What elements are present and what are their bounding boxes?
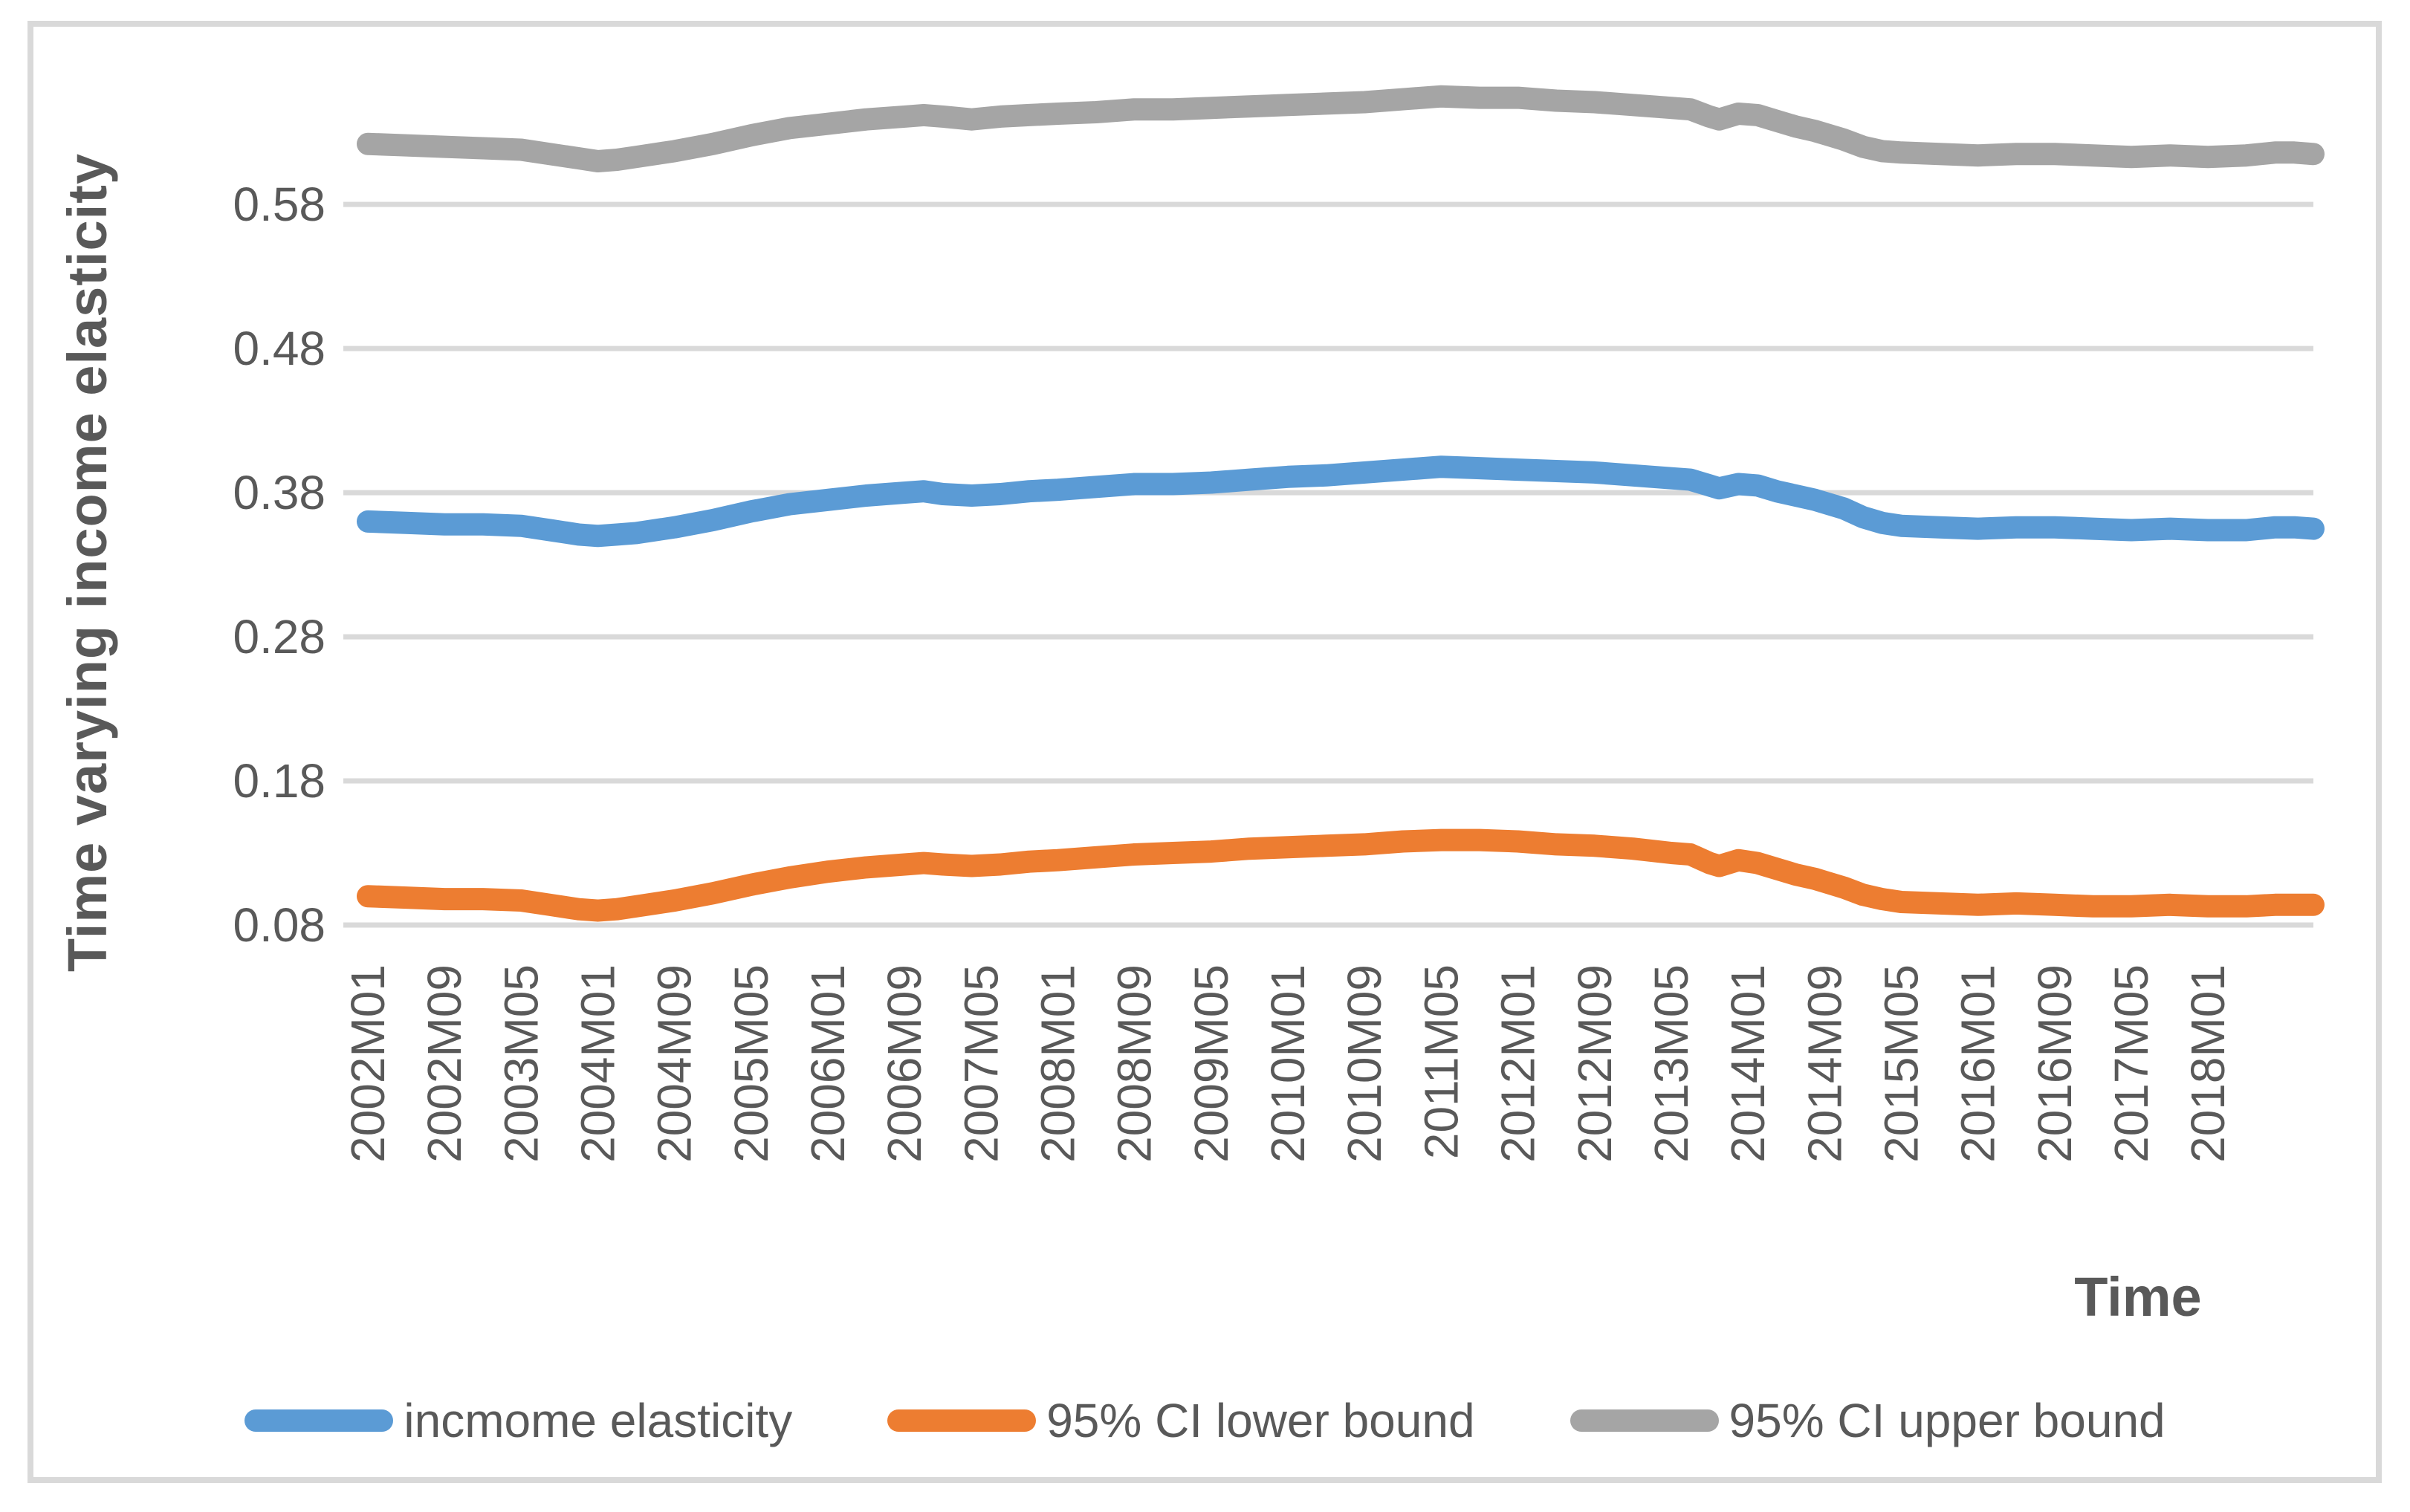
x-tick-label: 2018M01	[2181, 964, 2235, 1163]
series-line-2	[357, 85, 2325, 172]
x-tick-label: 2007M05	[954, 964, 1008, 1163]
ci-lower-swatch-icon	[887, 1409, 1037, 1432]
legend-item-ci-upper: 95% CI upper bound	[1570, 1393, 2166, 1448]
x-axis-title: Time	[2074, 1266, 2202, 1328]
y-axis-title: Time varying income elasticity	[56, 152, 118, 973]
x-tick-label: 2012M09	[1568, 964, 1622, 1163]
x-tick-label: 2008M09	[1108, 964, 1162, 1163]
chart-frame	[27, 21, 2382, 1483]
income-elasticity-swatch-icon	[244, 1409, 394, 1432]
x-tick-label: 2014M09	[1798, 964, 1851, 1163]
x-tick-label: 2004M09	[648, 964, 702, 1163]
legend-item-ci-lower: 95% CI lower bound	[887, 1393, 1475, 1448]
y-tick-label: 0.58	[233, 178, 325, 231]
x-tick-label: 2002M09	[418, 964, 471, 1163]
x-tick-label: 2006M09	[878, 964, 931, 1163]
x-tick-label: 2011M05	[1414, 964, 1468, 1159]
x-tick-label: 2013M05	[1645, 964, 1698, 1163]
x-tick-label: 2006M01	[801, 964, 855, 1163]
legend-label: 95% CI lower bound	[1046, 1394, 1475, 1447]
series-line-1	[357, 828, 2325, 922]
x-tick-label: 2015M05	[1874, 964, 1928, 1163]
x-tick-label: 2002M01	[341, 964, 395, 1163]
y-tick-label: 0.08	[233, 898, 325, 952]
legend-label: incmome elasticity	[404, 1394, 793, 1447]
x-tick-label: 2010M09	[1338, 964, 1391, 1163]
legend: incmome elasticity 95% CI lower bound 95…	[0, 1383, 2410, 1458]
x-tick-label: 2003M05	[494, 964, 548, 1163]
x-tick-label: 2008M01	[1031, 964, 1085, 1163]
x-tick-label: 2005M05	[725, 964, 778, 1163]
ci-upper-swatch-icon	[1570, 1409, 1719, 1432]
x-tick-label: 2016M01	[1951, 964, 2005, 1163]
y-tick-label: 0.28	[233, 610, 325, 663]
legend-item-income-elasticity: incmome elasticity	[244, 1393, 792, 1448]
x-tick-label: 2009M05	[1185, 964, 1238, 1163]
x-tick-label: 2004M01	[571, 964, 625, 1163]
y-tick-label: 0.18	[233, 754, 325, 808]
y-tick-label: 0.48	[233, 322, 325, 375]
x-tick-label: 2012M01	[1491, 964, 1545, 1163]
x-tick-label: 2016M09	[2028, 964, 2082, 1163]
legend-label: 95% CI upper bound	[1729, 1394, 2166, 1447]
x-tick-label: 2014M01	[1721, 964, 1775, 1163]
x-tick-label: 2010M01	[1261, 964, 1315, 1163]
y-tick-label: 0.38	[233, 466, 325, 519]
x-tick-label: 2017M05	[2105, 964, 2158, 1163]
series-line-0	[357, 455, 2325, 548]
